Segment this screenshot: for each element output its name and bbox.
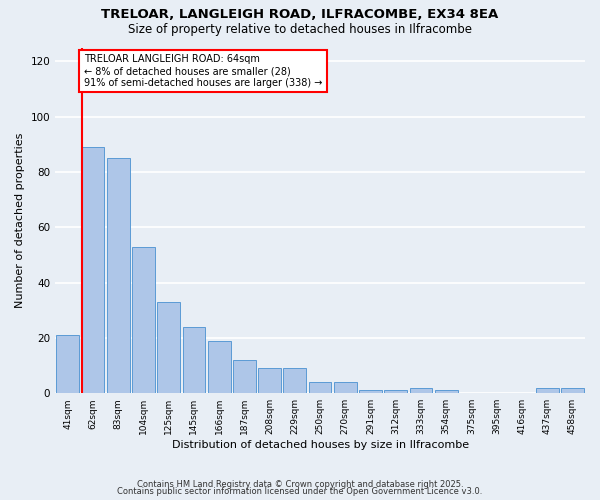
Y-axis label: Number of detached properties: Number of detached properties bbox=[15, 132, 25, 308]
Bar bbox=[157, 302, 180, 393]
Bar bbox=[309, 382, 331, 393]
Bar bbox=[334, 382, 356, 393]
Text: TRELOAR LANGLEIGH ROAD: 64sqm
← 8% of detached houses are smaller (28)
91% of se: TRELOAR LANGLEIGH ROAD: 64sqm ← 8% of de… bbox=[84, 54, 323, 88]
Bar bbox=[82, 147, 104, 393]
Text: Size of property relative to detached houses in Ilfracombe: Size of property relative to detached ho… bbox=[128, 22, 472, 36]
Bar bbox=[410, 388, 433, 393]
Bar bbox=[283, 368, 306, 393]
Text: Contains public sector information licensed under the Open Government Licence v3: Contains public sector information licen… bbox=[118, 488, 482, 496]
Bar bbox=[359, 390, 382, 393]
Text: TRELOAR, LANGLEIGH ROAD, ILFRACOMBE, EX34 8EA: TRELOAR, LANGLEIGH ROAD, ILFRACOMBE, EX3… bbox=[101, 8, 499, 20]
Bar bbox=[258, 368, 281, 393]
Bar bbox=[182, 327, 205, 393]
Bar bbox=[561, 388, 584, 393]
Bar bbox=[385, 390, 407, 393]
Text: Contains HM Land Registry data © Crown copyright and database right 2025.: Contains HM Land Registry data © Crown c… bbox=[137, 480, 463, 489]
Bar bbox=[208, 340, 230, 393]
Bar bbox=[56, 335, 79, 393]
Bar bbox=[132, 246, 155, 393]
Bar bbox=[435, 390, 458, 393]
Bar bbox=[536, 388, 559, 393]
Bar bbox=[107, 158, 130, 393]
X-axis label: Distribution of detached houses by size in Ilfracombe: Distribution of detached houses by size … bbox=[172, 440, 469, 450]
Bar bbox=[233, 360, 256, 393]
